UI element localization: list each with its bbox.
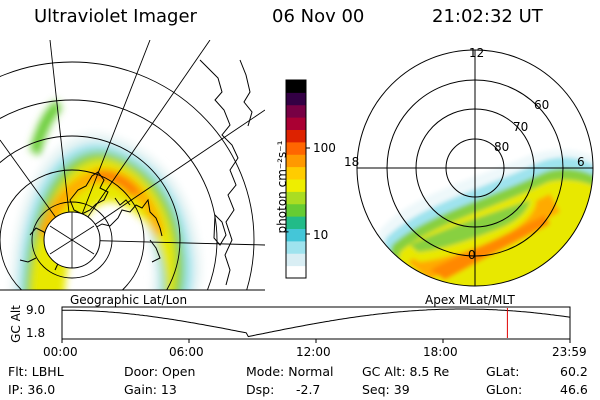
status-seq: Seq: 39 <box>362 382 410 397</box>
colorbar-segment <box>286 141 306 155</box>
colorbar-segment <box>286 154 306 168</box>
left-panel-caption: Geographic Lat/Lon <box>70 293 188 307</box>
mlt-label-0: 0 <box>468 248 476 262</box>
mlt-label-6: 6 <box>577 155 585 169</box>
colorbar-segment <box>286 216 306 229</box>
status-ip: IP: 36.0 <box>8 382 56 397</box>
status-dsp-label: Dsp: <box>246 382 275 397</box>
colorbar-segment <box>286 92 306 106</box>
geographic-map-panel <box>0 40 265 290</box>
colorbar-unit-label: photon cm⁻²s⁻¹ <box>275 140 289 234</box>
lat-label-80: 80 <box>494 140 510 154</box>
colorbar-segment <box>286 104 306 118</box>
mlt-label-12: 12 <box>469 46 485 60</box>
status-glon-value: 46.6 <box>560 382 588 397</box>
colorbar-segment <box>286 240 306 254</box>
polar-plot <box>356 49 594 287</box>
status-glon-label: GLon: <box>486 382 523 397</box>
mlt-label-18: 18 <box>344 155 360 169</box>
timeline-xtick: 23:59 <box>552 345 587 359</box>
colorbar-tick-10: 10 <box>313 228 329 242</box>
status-glat-label: GLat: <box>486 364 520 379</box>
colorbar-segment <box>286 80 306 93</box>
timeline-ytick-bottom: 1.8 <box>26 326 46 340</box>
timeline-plot <box>61 306 571 343</box>
colorbar-segment <box>286 265 306 279</box>
lat-label-70: 70 <box>513 120 529 134</box>
timeline-ytick-top: 9.0 <box>26 303 46 317</box>
timeline-xtick: 00:00 <box>43 345 78 359</box>
status-dsp-value: -2.7 <box>296 382 321 397</box>
colorbar <box>285 79 310 279</box>
timeline-xtick: 06:00 <box>169 345 204 359</box>
colorbar-segment <box>286 203 306 217</box>
status-mode: Mode: Normal <box>246 364 334 379</box>
date-label: 06 Nov 00 <box>272 6 365 27</box>
status-gain: Gain: 13 <box>124 382 177 397</box>
timeline-ylabel: GC Alt <box>9 305 23 343</box>
polar-grid <box>356 49 594 287</box>
aurora-oval-geographic <box>10 100 202 290</box>
status-gc-alt: GC Alt: 8.5 Re <box>362 364 450 379</box>
colorbar-segment <box>286 228 306 242</box>
colorbar-segment <box>286 179 306 192</box>
app-title: Ultraviolet Imager <box>34 6 197 27</box>
colorbar-segment <box>286 129 306 143</box>
status-glat-value: 60.2 <box>560 364 588 379</box>
timeline-xtick: 12:00 <box>296 345 331 359</box>
timeline-xtick: 18:00 <box>423 345 458 359</box>
time-label: 21:02:32 UT <box>432 6 543 27</box>
lat-label-60: 60 <box>534 98 550 112</box>
status-door: Door: Open <box>124 364 196 379</box>
colorbar-segment <box>286 166 306 180</box>
right-panel-caption: Apex MLat/MLT <box>425 293 515 307</box>
colorbar-segment <box>286 117 306 130</box>
colorbar-segment <box>286 191 306 205</box>
colorbar-segment <box>286 253 306 267</box>
status-flt: Flt: LBHL <box>8 364 64 379</box>
colorbar-tick-100: 100 <box>313 141 336 155</box>
geographic-grid <box>0 40 265 290</box>
